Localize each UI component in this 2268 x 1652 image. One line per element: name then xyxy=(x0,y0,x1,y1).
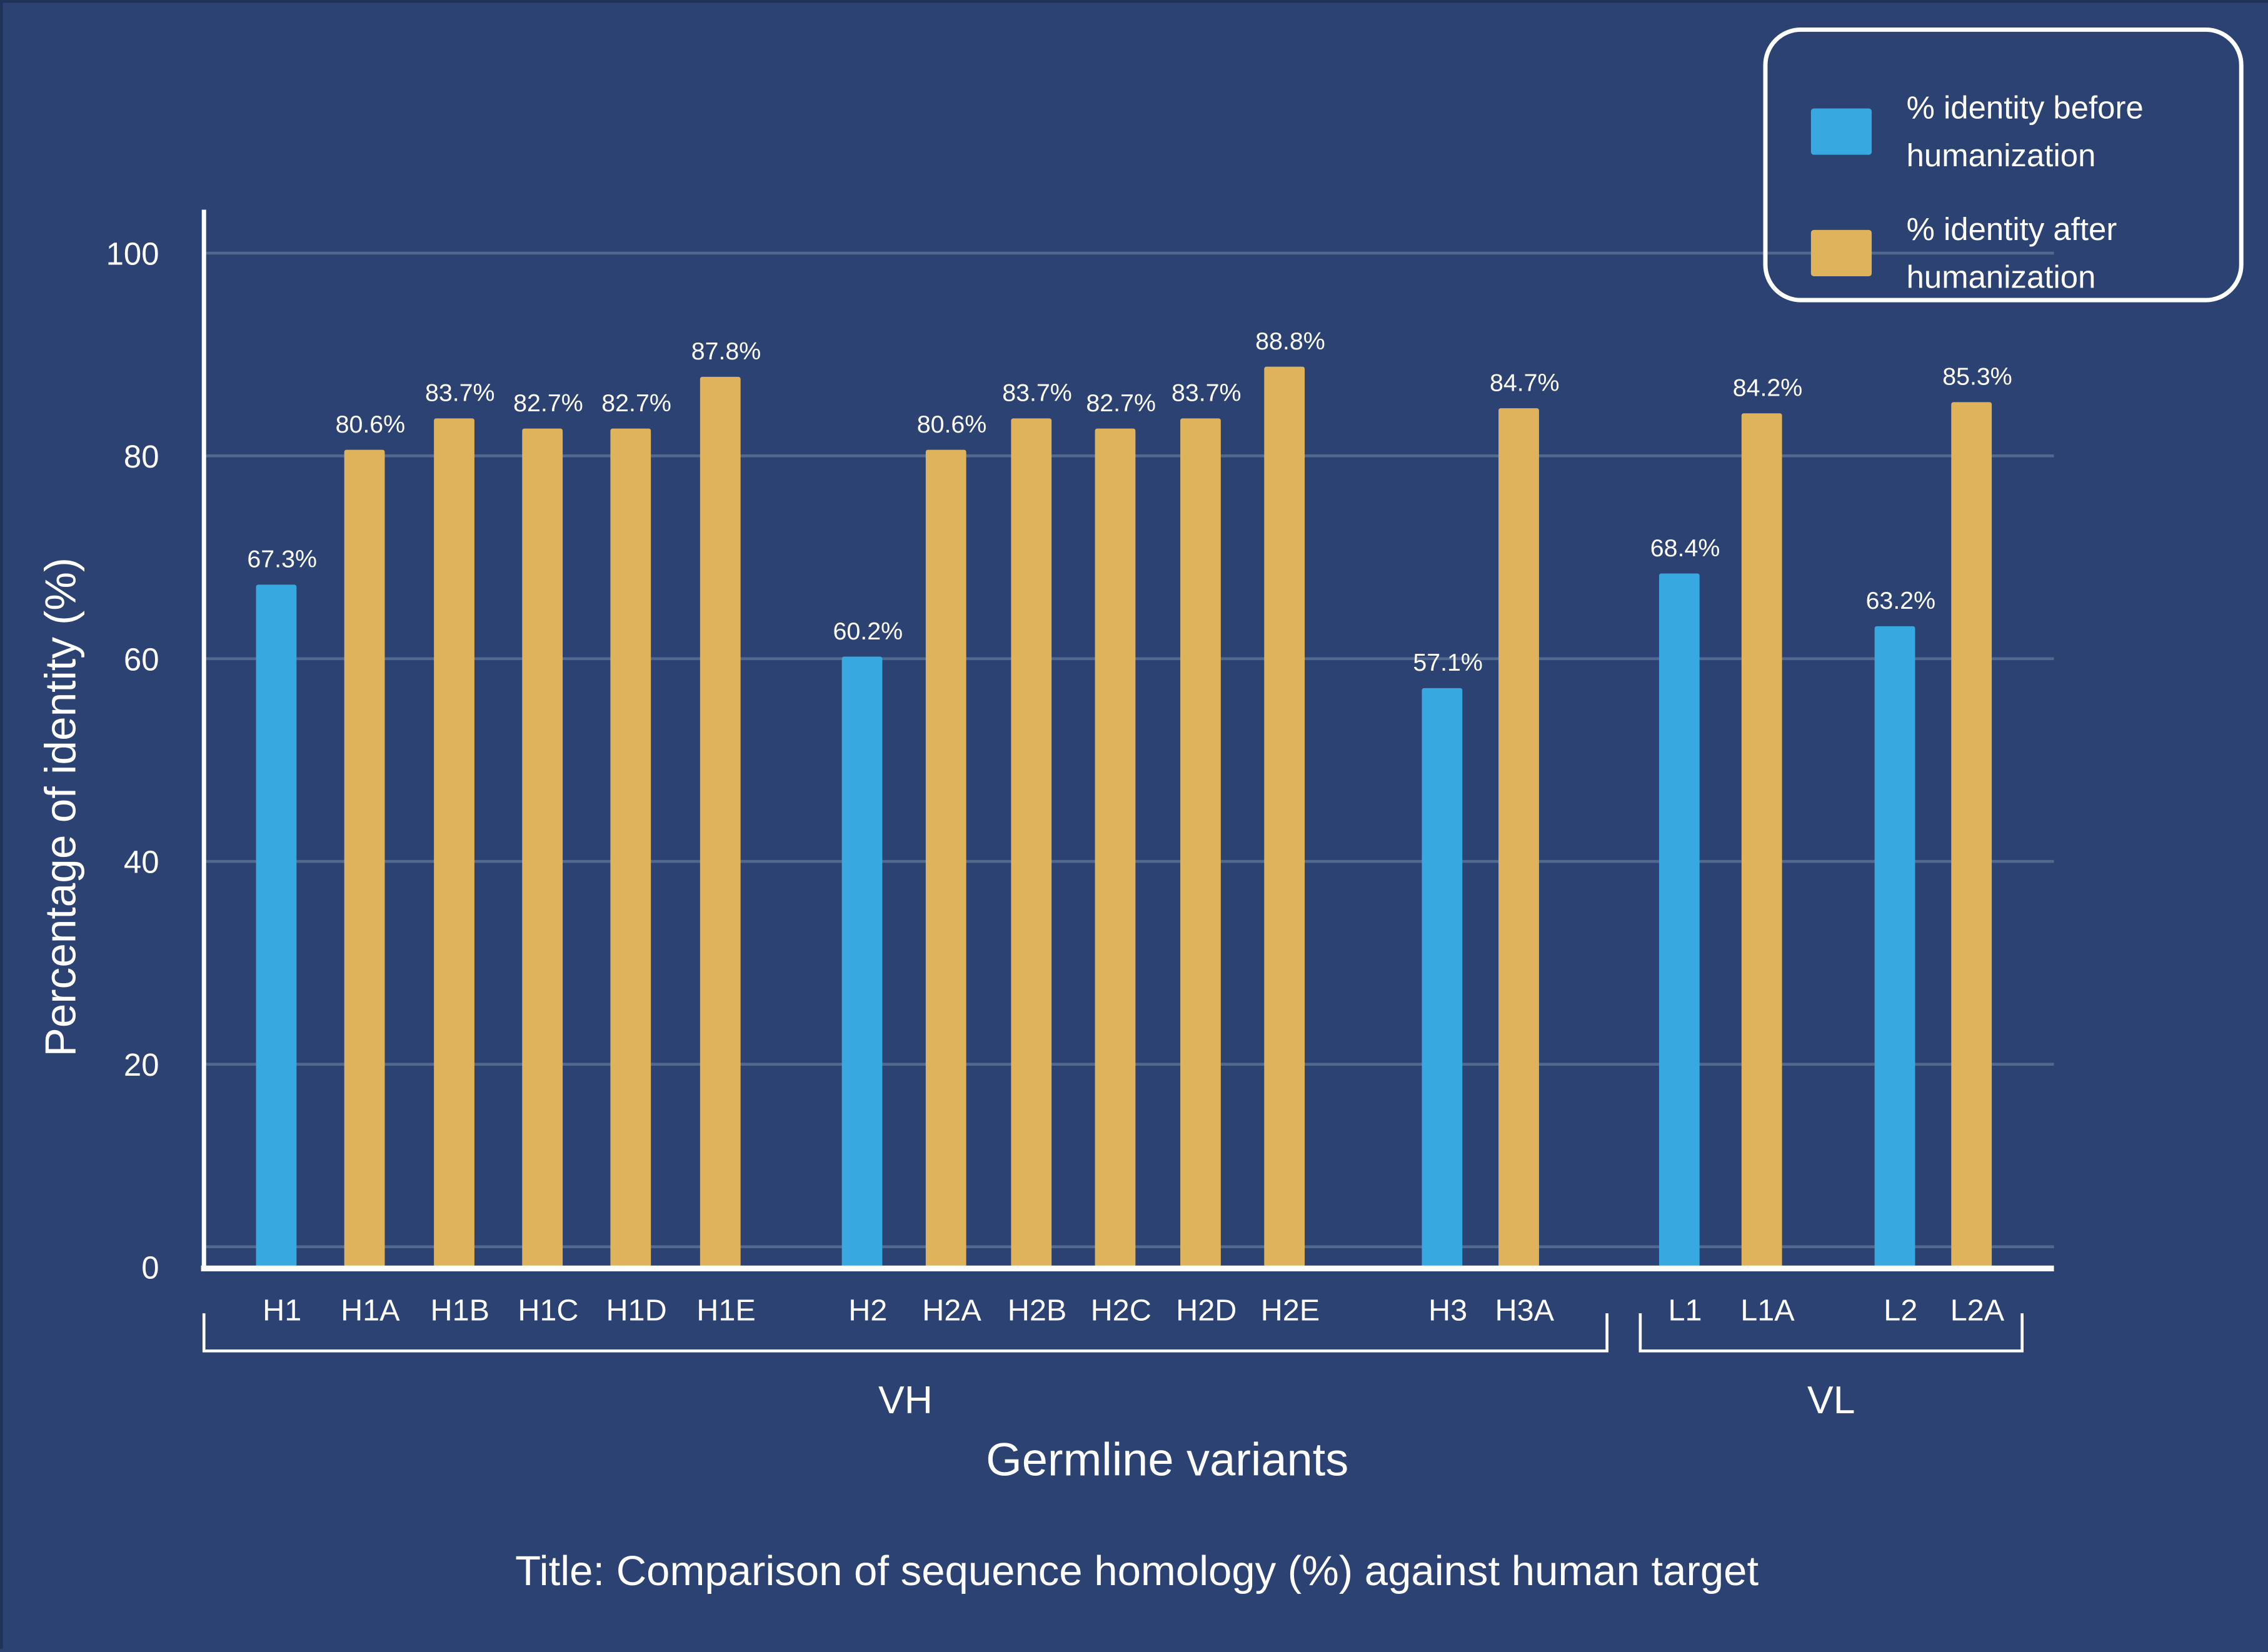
y-tick-label: 40 xyxy=(124,844,159,880)
bar-chart: 0 20 40 60 80 100 67.3% H1 80.6% H1A 83.7% H1B 82.7%… xyxy=(36,209,2054,1594)
data-label: 68.4% xyxy=(1650,534,1720,562)
bar-h1d xyxy=(610,428,651,1268)
bar-h2e xyxy=(1264,366,1305,1268)
data-label: 84.7% xyxy=(1490,369,1560,396)
data-label: 60.2% xyxy=(833,618,903,645)
y-tick-label: 0 xyxy=(141,1250,159,1286)
bar-l1 xyxy=(1658,573,1700,1268)
bar-l2a xyxy=(1951,402,1992,1268)
data-label: 85.3% xyxy=(1942,363,2012,391)
x-tick-label: H2C xyxy=(1091,1294,1152,1328)
bar-h2a xyxy=(925,449,966,1268)
bar-h1c xyxy=(522,428,563,1268)
chart-title: Title: Comparison of sequence homology (… xyxy=(515,1548,1759,1594)
x-tick-label: L2A xyxy=(1950,1294,2005,1328)
y-tick-label: 60 xyxy=(124,641,159,677)
y-tick-label: 20 xyxy=(124,1047,159,1083)
x-tick-label: H1 xyxy=(263,1294,301,1328)
y-tick-label: 80 xyxy=(124,439,159,474)
data-label: 80.6% xyxy=(917,411,987,438)
data-label: 57.1% xyxy=(1413,649,1483,676)
legend-swatch-after xyxy=(1810,229,1872,276)
data-label: 82.7% xyxy=(513,389,583,417)
data-label: 82.7% xyxy=(1086,389,1156,417)
x-tick-label: H1B xyxy=(431,1294,489,1328)
bar-h1a xyxy=(344,449,385,1268)
data-label: 80.6% xyxy=(336,411,406,438)
data-label: 83.7% xyxy=(425,379,495,407)
y-axis-label: Percentage of identity (%) xyxy=(36,558,84,1057)
bar-h3a xyxy=(1498,408,1539,1268)
bar-h1b xyxy=(434,418,474,1268)
bar-h2c xyxy=(1095,428,1136,1268)
group-label: VH xyxy=(878,1378,933,1422)
bar-h3 xyxy=(1422,688,1463,1268)
group-bracket xyxy=(1638,1313,2024,1353)
y-tick-label: 100 xyxy=(106,236,159,271)
x-tick-label: H3A xyxy=(1495,1294,1554,1328)
x-tick-label: H1A xyxy=(341,1294,400,1328)
x-tick-label: H3 xyxy=(1428,1294,1467,1328)
legend-item-before: % identity before humanization xyxy=(1810,84,2225,179)
data-label: 82.7% xyxy=(601,389,671,417)
data-label: 83.7% xyxy=(1172,379,1242,407)
x-tick-label: L1 xyxy=(1668,1294,1702,1328)
x-tick-label: H1E xyxy=(696,1294,755,1328)
legend-item-after: % identity after humanization xyxy=(1810,206,2225,301)
x-tick-label: H1C xyxy=(518,1294,578,1328)
legend-label-before: % identity before humanization xyxy=(1906,89,2144,174)
x-tick-label: H2A xyxy=(922,1294,981,1328)
bar-l1a xyxy=(1741,413,1782,1268)
data-label: 88.8% xyxy=(1255,328,1325,355)
data-label: 67.3% xyxy=(247,546,317,573)
x-tick-label: L2 xyxy=(1884,1294,1917,1328)
data-label: 87.8% xyxy=(691,338,761,365)
bar-h1e xyxy=(700,376,741,1268)
x-tick-label: H2E xyxy=(1261,1294,1320,1328)
x-tick-label: H2D xyxy=(1176,1294,1237,1328)
x-tick-label: H2B xyxy=(1008,1294,1066,1328)
group-label: VL xyxy=(1807,1378,1855,1422)
bar-h1 xyxy=(256,584,297,1268)
bar-l2 xyxy=(1874,626,1915,1268)
x-tick-label: H2 xyxy=(848,1294,887,1328)
data-label: 83.7% xyxy=(1002,379,1072,407)
x-axis-label: Germline variants xyxy=(986,1433,1348,1485)
legend-label-after: % identity after humanization xyxy=(1906,211,2117,296)
data-label: 63.2% xyxy=(1866,587,1936,614)
bar-h2 xyxy=(841,656,883,1268)
bar-h2b xyxy=(1011,418,1052,1268)
group-bracket xyxy=(202,1313,1608,1353)
legend-swatch-before xyxy=(1810,108,1872,155)
bar-h2d xyxy=(1180,418,1221,1268)
data-label: 84.2% xyxy=(1733,374,1803,401)
legend: % identity before humanization % identit… xyxy=(1763,27,2244,303)
x-tick-label: L1A xyxy=(1740,1294,1795,1328)
x-tick-label: H1D xyxy=(606,1294,666,1328)
